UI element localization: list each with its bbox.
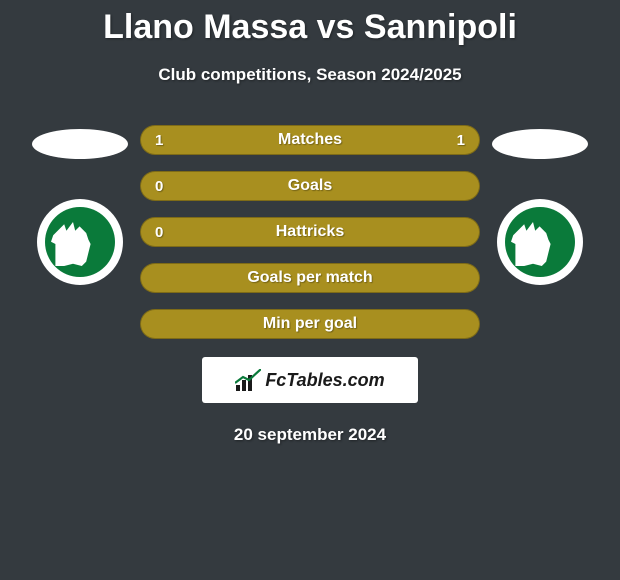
stat-label: Min per goal (263, 315, 357, 333)
stat-label: Matches (278, 131, 342, 149)
page-title: Llano Massa vs Sannipoli (0, 0, 620, 47)
stat-right-value: 1 (457, 132, 465, 149)
fctables-logo: FcTables.com (235, 369, 384, 391)
nationality-flag-left (32, 129, 128, 159)
badge-circle-icon (497, 199, 583, 285)
stat-row-goals-per-match: Goals per match (140, 263, 480, 293)
wolf-icon (511, 222, 555, 266)
badge-inner-icon (45, 207, 115, 277)
club-badge-right (492, 199, 588, 285)
stats-col: 1 Matches 1 0 Goals 0 Hattricks Goals pe… (140, 125, 480, 339)
stat-row-hattricks: 0 Hattricks (140, 217, 480, 247)
stat-row-goals: 0 Goals (140, 171, 480, 201)
stat-left-value: 1 (155, 132, 163, 149)
stat-row-min-per-goal: Min per goal (140, 309, 480, 339)
wolf-icon (51, 222, 95, 266)
stat-label: Goals (288, 177, 332, 195)
stat-left-value: 0 (155, 178, 163, 195)
subtitle: Club competitions, Season 2024/2025 (0, 65, 620, 85)
brand-text: FcTables.com (265, 370, 384, 391)
stats-container: 1 Matches 1 0 Goals 0 Hattricks Goals pe… (0, 125, 620, 339)
brand-logo-box: FcTables.com (202, 357, 418, 403)
badge-inner-icon (505, 207, 575, 277)
date-text: 20 september 2024 (0, 425, 620, 445)
player-left-col (30, 125, 130, 285)
chart-icon (235, 369, 261, 391)
stat-label: Goals per match (247, 269, 372, 287)
stat-row-matches: 1 Matches 1 (140, 125, 480, 155)
stat-label: Hattricks (276, 223, 344, 241)
badge-circle-icon (37, 199, 123, 285)
stat-left-value: 0 (155, 224, 163, 241)
club-badge-left (32, 199, 128, 285)
player-right-col (490, 125, 590, 285)
nationality-flag-right (492, 129, 588, 159)
